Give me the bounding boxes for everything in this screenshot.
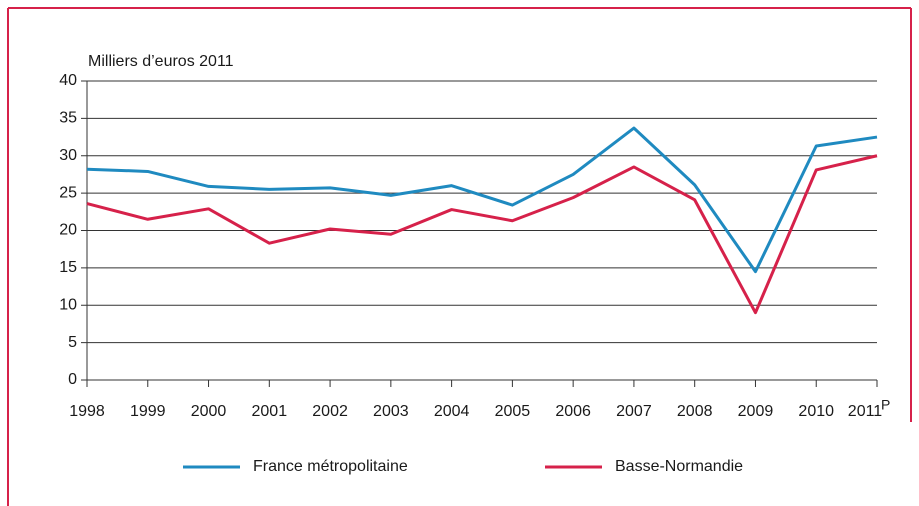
x-tick-label: 2001 [252,403,288,420]
x-tick-label: 2008 [677,403,713,420]
x-tick-label: 2004 [434,403,470,420]
y-tick-label: 0 [68,371,77,388]
legend-label: France métropolitaine [253,458,408,475]
x-tick-label: 2003 [373,403,409,420]
y-tick-label: 25 [59,184,77,201]
x-tick-label: 2005 [495,403,531,420]
y-axis-label: Milliers d’euros 2011 [88,53,234,70]
x-tick-label: 2007 [616,403,652,420]
x-tick-label: 2009 [738,403,774,420]
x-tick-label: 2000 [191,403,227,420]
y-tick-label: 20 [59,222,77,239]
x-tick-label: 2011 [848,403,883,420]
legend-label: Basse-Normandie [615,458,743,475]
x-tick-label: 2002 [312,403,348,420]
series-line [86,154,878,315]
y-tick-label: 30 [59,147,77,164]
y-tick-label: 15 [59,259,77,276]
y-tick-label: 5 [68,334,77,351]
x-tick-note: P [881,397,890,413]
x-tick-label: 1999 [130,403,166,420]
x-tick-label: 1998 [69,403,105,420]
x-tick-label: 2010 [798,403,834,420]
y-tick-label: 10 [59,296,77,313]
y-tick-label: 40 [59,72,77,89]
y-tick-label: 35 [59,110,77,127]
series-line [86,126,878,274]
x-tick-label: 2006 [555,403,591,420]
